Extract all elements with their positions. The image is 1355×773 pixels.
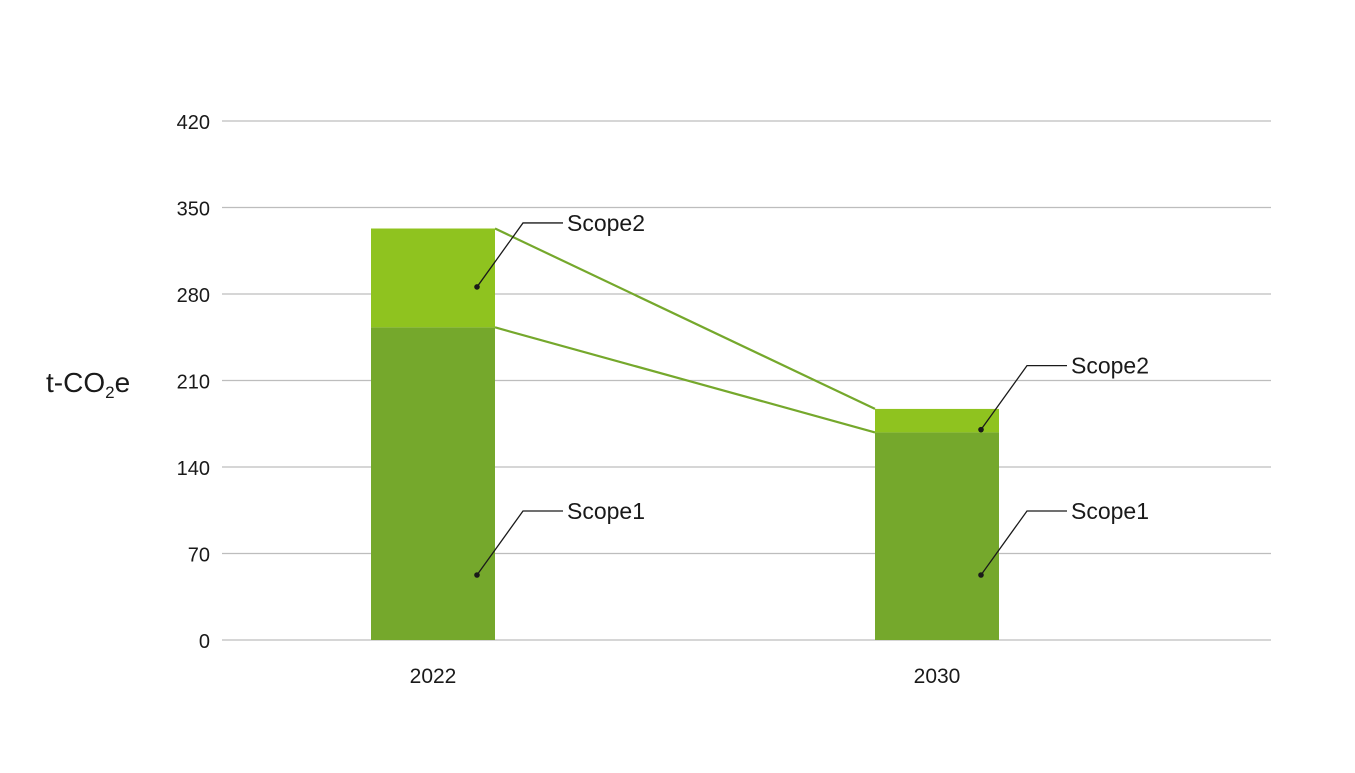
y-axis-label-subscript: 2 [105,383,114,402]
callout-leader [476,510,563,576]
callout-leader [980,510,1067,576]
callouts: Scope1 Scope2 Scope1 Scope2 [474,210,1149,578]
callout-dot [474,284,480,290]
callout-label: Scope2 [1071,353,1149,379]
y-axis-label-tail: e [115,367,131,398]
bar-segment [875,432,999,640]
x-axis-ticks: 2022 2030 [410,665,961,688]
bar-segment [371,327,495,640]
y-tick-label: 70 [188,545,210,567]
y-tick-label: 210 [177,372,210,394]
callout-leader [980,365,1067,431]
y-axis-ticks: 0 70 140 210 280 350 420 [177,112,210,653]
callout-leader [476,222,563,288]
bar-segment [875,408,999,433]
x-tick-label: 2030 [914,665,961,688]
callout-label: Scope2 [567,210,645,236]
y-tick-label: 140 [177,458,210,480]
y-tick-label: 420 [177,112,210,134]
bar-segment [371,228,495,328]
callout-dot [474,572,480,578]
bars [371,228,999,640]
connector-line [494,326,876,434]
callout-dot [978,572,984,578]
x-tick-label: 2022 [410,665,457,688]
y-tick-label: 280 [177,285,210,307]
callout-label: Scope1 [567,498,645,524]
y-axis-label: t-CO2e [46,367,130,402]
callout-dot [978,426,984,433]
y-axis-label-main: t-CO [46,367,105,398]
y-tick-label: 0 [199,631,210,653]
callout-label: Scope1 [1071,498,1149,524]
connector-lines [494,227,876,434]
y-tick-label: 350 [177,199,210,221]
connector-line [494,227,876,410]
